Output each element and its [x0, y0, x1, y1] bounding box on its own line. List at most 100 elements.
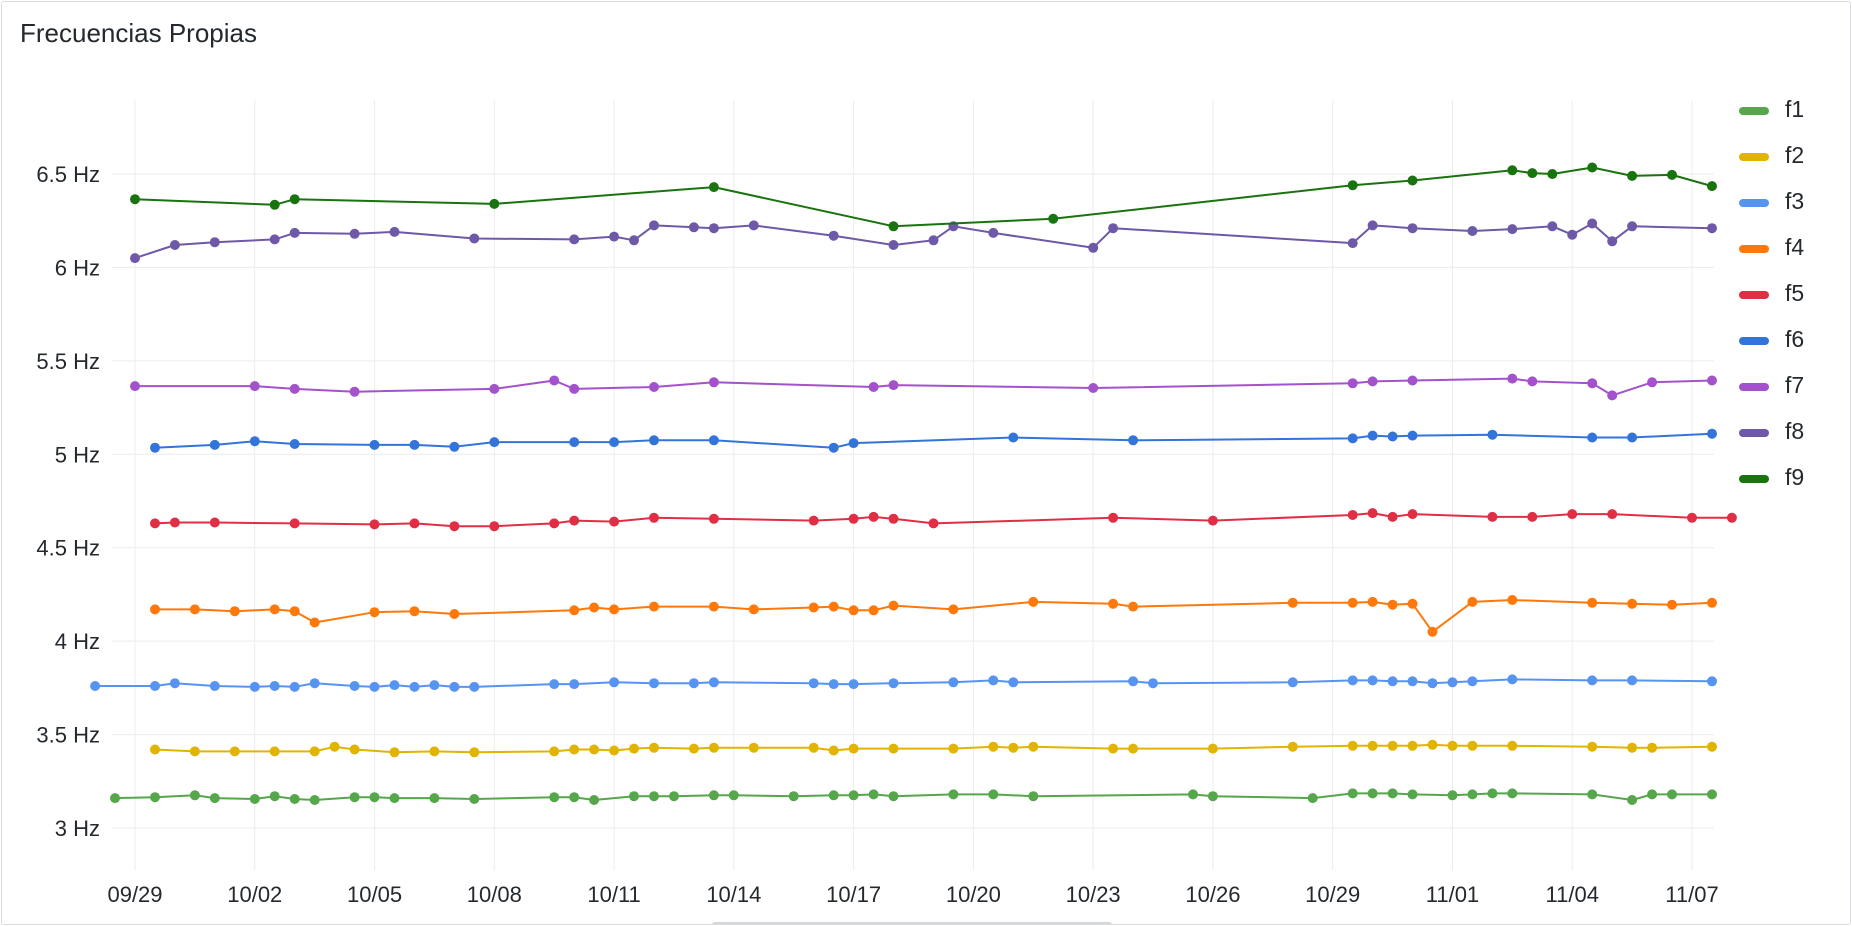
data-point-f7 — [1407, 375, 1418, 386]
data-point-f3 — [209, 681, 220, 691]
data-point-f8 — [708, 223, 719, 234]
data-point-f3 — [429, 680, 440, 691]
data-point-f1 — [868, 789, 879, 800]
data-point-f5 — [209, 517, 220, 528]
data-point-f3 — [688, 678, 699, 689]
data-point-f2 — [469, 747, 480, 758]
data-point-f1 — [289, 794, 300, 804]
data-point-f9 — [289, 194, 300, 205]
data-point-f7 — [1707, 375, 1717, 386]
data-point-f3 — [888, 678, 899, 689]
data-point-f8 — [928, 235, 939, 246]
data-point-f2 — [1008, 742, 1019, 753]
data-point-f1 — [110, 793, 120, 804]
data-point-f3 — [828, 679, 839, 690]
data-point-f2 — [649, 742, 659, 753]
data-point-f1 — [469, 794, 480, 804]
data-point-f4 — [649, 601, 659, 612]
data-point-f1 — [1707, 789, 1717, 800]
data-point-f9 — [1587, 162, 1598, 173]
data-point-f3 — [609, 677, 620, 688]
data-point-f6 — [609, 437, 620, 448]
data-point-f2 — [1507, 740, 1518, 751]
data-point-f1 — [569, 792, 580, 803]
data-point-f8 — [828, 230, 839, 241]
data-point-f3 — [349, 681, 360, 691]
series-line-f7 — [135, 377, 1713, 397]
data-point-f1 — [1507, 788, 1518, 799]
data-point-f1 — [1647, 789, 1658, 800]
legend-item-f8[interactable]: f8 — [1739, 416, 1849, 462]
data-point-f5 — [569, 515, 580, 526]
legend-label: f2 — [1785, 142, 1805, 168]
data-point-f9 — [130, 194, 140, 205]
legend-item-f7[interactable]: f7 — [1739, 370, 1849, 416]
data-point-f5 — [808, 515, 819, 526]
data-point-f2 — [1128, 743, 1139, 754]
data-point-f5 — [649, 512, 659, 523]
data-point-f8 — [1108, 223, 1119, 234]
data-point-f6 — [708, 435, 719, 446]
data-point-f1 — [948, 789, 959, 800]
legend-item-f3[interactable]: f3 — [1739, 186, 1849, 232]
panel-title: Frecuencias Propias — [20, 18, 257, 48]
data-point-f1 — [988, 789, 999, 800]
data-point-f4 — [1287, 597, 1298, 608]
data-point-f1 — [389, 793, 400, 804]
legend-item-f2[interactable]: f2 — [1739, 140, 1849, 186]
data-point-f3 — [1447, 677, 1458, 688]
x-tick-label: 10/11 — [587, 882, 640, 907]
data-point-f2 — [189, 746, 200, 757]
series-line-f2 — [154, 743, 1713, 754]
data-point-f5 — [169, 517, 180, 528]
data-point-f6 — [1128, 435, 1139, 446]
data-point-f8 — [1627, 221, 1638, 232]
legend-swatch — [1739, 337, 1769, 345]
data-point-f1 — [1367, 788, 1378, 799]
legend-swatch — [1739, 107, 1769, 115]
data-point-f5 — [1367, 508, 1378, 519]
data-point-f7 — [1587, 378, 1598, 389]
data-point-f5 — [609, 516, 620, 527]
data-point-f8 — [1467, 226, 1478, 236]
legend-item-f6[interactable]: f6 — [1739, 324, 1849, 370]
legend-item-f4[interactable]: f4 — [1739, 232, 1849, 278]
data-point-f1 — [728, 790, 739, 801]
data-point-f8 — [1367, 220, 1378, 231]
data-point-f6 — [1367, 430, 1378, 441]
legend-item-f5[interactable]: f5 — [1739, 278, 1849, 324]
data-point-f3 — [549, 679, 560, 690]
data-point-f3 — [1587, 675, 1598, 686]
series-line-f5 — [154, 512, 1732, 528]
x-tick-label: 11/07 — [1665, 882, 1718, 907]
legend-item-f9[interactable]: f9 — [1739, 462, 1849, 508]
data-point-f4 — [589, 602, 600, 613]
data-point-f4 — [1367, 596, 1378, 607]
y-tick-label: 4.5 Hz — [36, 536, 100, 561]
data-point-f6 — [1347, 433, 1358, 444]
data-point-f8 — [209, 237, 220, 248]
data-point-f8 — [1347, 238, 1358, 249]
data-point-f2 — [1427, 739, 1438, 750]
data-point-f6 — [249, 436, 260, 447]
data-point-f3 — [1627, 675, 1638, 686]
data-point-f3 — [1347, 675, 1358, 686]
data-point-f2 — [1587, 741, 1598, 752]
x-tick-label: 10/29 — [1305, 882, 1360, 907]
data-point-f8 — [748, 220, 759, 231]
data-point-f8 — [349, 228, 360, 239]
horizontal-scrollbar[interactable] — [712, 922, 1112, 924]
x-tick-label: 10/23 — [1066, 882, 1121, 907]
data-point-f3 — [1367, 675, 1378, 686]
data-point-f3 — [1008, 677, 1019, 688]
legend-item-f1[interactable]: f1 — [1739, 94, 1849, 140]
data-point-f4 — [828, 601, 839, 612]
data-point-f9 — [1507, 165, 1518, 176]
legend-label: f6 — [1785, 326, 1805, 352]
data-point-f3 — [1427, 678, 1438, 689]
data-point-f4 — [1347, 597, 1358, 608]
data-point-f2 — [948, 743, 959, 754]
data-point-f5 — [369, 519, 380, 530]
data-point-f1 — [1627, 795, 1638, 805]
